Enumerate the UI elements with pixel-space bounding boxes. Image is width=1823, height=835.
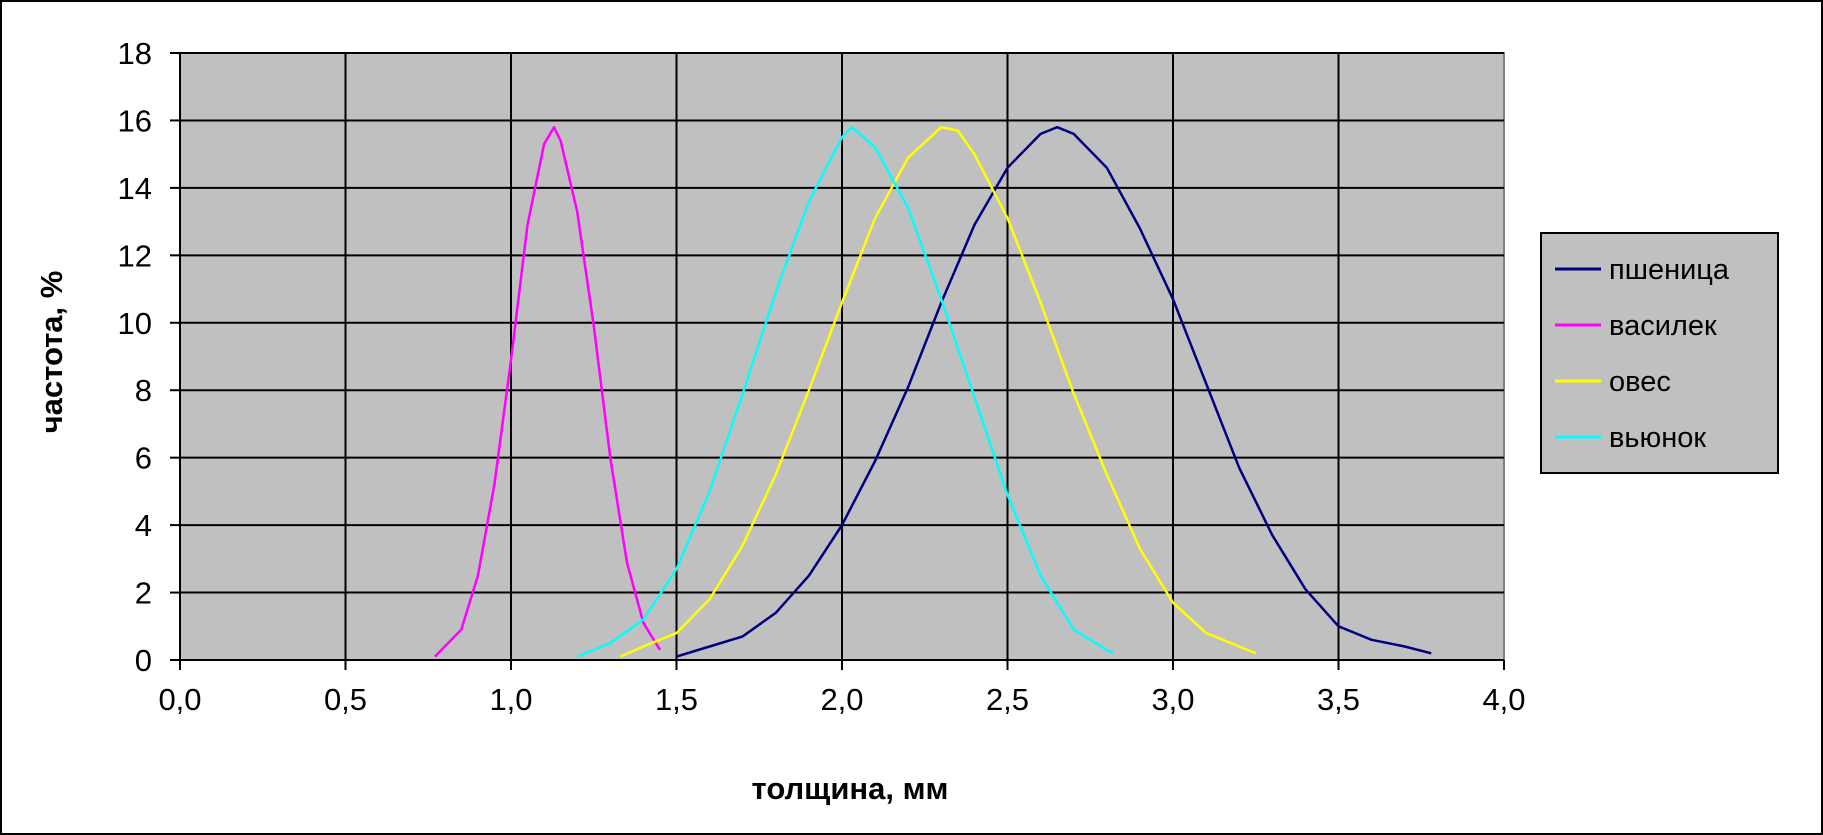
y-tick-label: 6 [135,441,152,476]
x-axis-ticks: 0,0 0,5 1,0 1,5 2,0 2,5 3,0 3,5 4,0 [158,660,1526,717]
legend: пшеница василек овес вьюнок [1540,232,1779,474]
series-lines [434,125,1432,658]
x-tick-label: 2,0 [820,682,863,717]
x-tick-label: 4,0 [1482,682,1525,717]
y-tick-label: 8 [135,373,152,408]
x-tick-label: 1,5 [655,682,698,717]
x-tick-label: 3,0 [1151,682,1194,717]
y-tick-label: 12 [118,238,152,273]
x-tick-label: 2,5 [986,682,1029,717]
legend-label: пшеница [1609,254,1730,286]
x-tick-label: 0,5 [324,682,367,717]
legend-label: василек [1609,310,1717,342]
series-line [434,125,662,658]
y-tick-label: 16 [118,103,152,138]
y-axis-ticks: 0 2 4 6 8 10 12 14 16 18 [118,36,180,678]
legend-box [1540,232,1779,474]
x-tick-label: 1,0 [489,682,532,717]
legend-label: вьюнок [1609,422,1706,454]
y-tick-label: 14 [118,171,152,206]
y-tick-label: 0 [135,643,152,678]
legend-label: овес [1609,366,1671,398]
y-tick-label: 2 [135,576,152,611]
x-axis-title: толщина, мм [752,771,949,806]
y-tick-label: 18 [118,36,152,71]
series-line [676,125,1432,658]
y-tick-label: 4 [135,508,152,543]
series-line [619,125,1257,658]
y-tick-label: 10 [118,306,152,341]
y-axis-title: частота, % [34,271,69,434]
series-line [576,125,1114,658]
x-tick-label: 0,0 [158,682,201,717]
x-tick-label: 3,5 [1317,682,1360,717]
